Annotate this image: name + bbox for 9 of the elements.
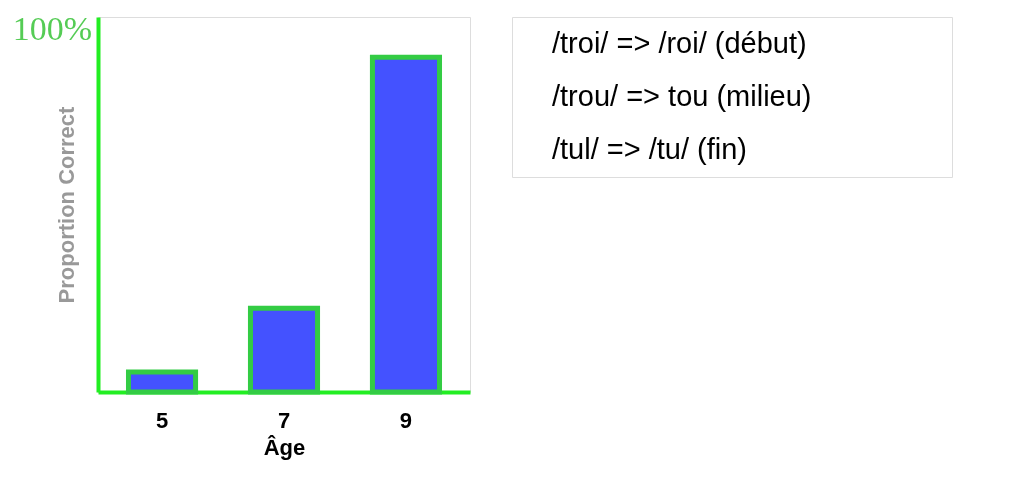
- text: 100%: [12, 10, 92, 47]
- x-tick-label: 7: [277, 407, 291, 433]
- text: /tul/ => /tu/ (fin): [552, 133, 748, 166]
- text: /trou/ => tou (milieu): [552, 80, 812, 112]
- x-tick-label: 9: [399, 407, 413, 433]
- y-axis-title: Proportion Correct: [53, 105, 79, 304]
- x-tick-label: 5: [155, 407, 169, 433]
- x-axis-title: Âge: [263, 434, 306, 460]
- text: /troi/ => /roi/ (début): [552, 26, 807, 59]
